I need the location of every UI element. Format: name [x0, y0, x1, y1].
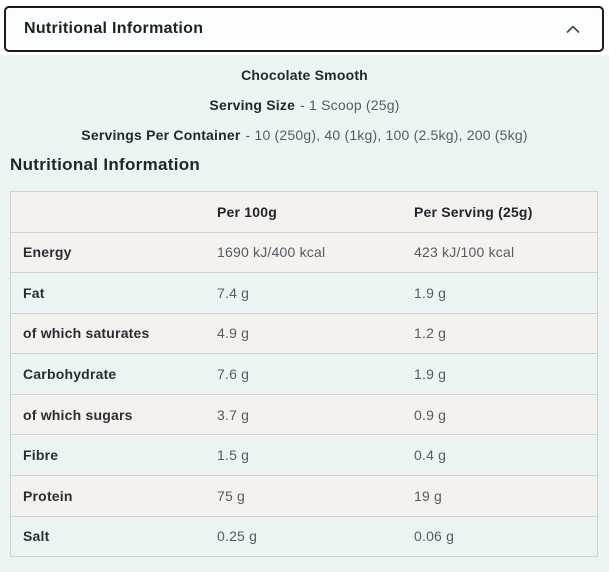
table-row-fat: Fat 7.4 g 1.9 g	[11, 273, 597, 314]
per-100g-value: 7.6 g	[217, 366, 250, 383]
table-row-sugars: of which sugars 3.7 g 0.9 g	[11, 394, 597, 436]
per-serving-value: 0.4 g	[414, 447, 447, 464]
table-row-energy: Energy 1690 kJ/400 kcal 423 kJ/100 kcal	[11, 232, 597, 274]
flavour-name: Chocolate Smooth	[241, 67, 368, 83]
row-label: of which saturates	[23, 325, 150, 342]
table-row-saturates: of which saturates 4.9 g 1.2 g	[11, 313, 597, 355]
table-row-salt: Salt 0.25 g 0.06 g	[11, 517, 597, 557]
chevron-up-icon	[566, 24, 580, 34]
servings-per-container-label: Servings Per Container	[81, 127, 241, 143]
nutrition-table: Per 100g Per Serving (25g) Energy 1690 k…	[10, 191, 598, 557]
per-100g-value: 75 g	[217, 487, 246, 504]
column-header-per-serving: Per Serving (25g)	[414, 203, 533, 220]
per-100g-value: 0.25 g	[217, 528, 258, 545]
table-row-carbohydrate: Carbohydrate 7.6 g 1.9 g	[11, 354, 597, 395]
per-serving-value: 1.9 g	[414, 284, 447, 301]
accordion-title: Nutritional Information	[24, 20, 204, 37]
per-100g-value: 3.7 g	[217, 406, 250, 423]
per-100g-value: 4.9 g	[217, 325, 250, 342]
row-label: Fibre	[23, 447, 59, 464]
nutritional-information-accordion-header[interactable]: Nutritional Information	[4, 6, 604, 52]
column-header-per-100g: Per 100g	[217, 203, 277, 220]
servings-per-container-value: - 10 (250g), 40 (1kg), 100 (2.5kg), 200 …	[245, 127, 528, 143]
row-label: Fat	[23, 284, 45, 301]
per-serving-value: 1.2 g	[414, 325, 447, 342]
section-heading: Nutritional Information	[10, 155, 201, 174]
per-serving-value: 19 g	[414, 487, 443, 504]
row-label: Carbohydrate	[23, 366, 117, 383]
row-label: Protein	[23, 487, 73, 504]
serving-size-label: Serving Size	[209, 97, 296, 113]
table-row-fibre: Fibre 1.5 g 0.4 g	[11, 435, 597, 476]
per-serving-value: 0.06 g	[414, 528, 455, 545]
per-100g-value: 7.4 g	[217, 284, 250, 301]
per-serving-value: 0.9 g	[414, 406, 447, 423]
serving-size-value: - 1 Scoop (25g)	[300, 97, 400, 113]
nutrition-panel: Chocolate Smooth Serving Size - 1 Scoop (…	[0, 55, 609, 572]
row-label: Energy	[23, 244, 72, 261]
table-header-row: Per 100g Per Serving (25g)	[11, 192, 597, 233]
serving-size-line: Serving Size - 1 Scoop (25g)	[0, 97, 609, 114]
per-serving-value: 1.9 g	[414, 366, 447, 383]
row-label: Salt	[23, 528, 50, 545]
per-100g-value: 1690 kJ/400 kcal	[217, 244, 326, 261]
table-row-protein: Protein 75 g 19 g	[11, 475, 597, 517]
row-label: of which sugars	[23, 406, 133, 423]
per-100g-value: 1.5 g	[217, 447, 250, 464]
servings-per-container-line: Servings Per Container - 10 (250g), 40 (1…	[0, 127, 609, 144]
per-serving-value: 423 kJ/100 kcal	[414, 244, 515, 261]
